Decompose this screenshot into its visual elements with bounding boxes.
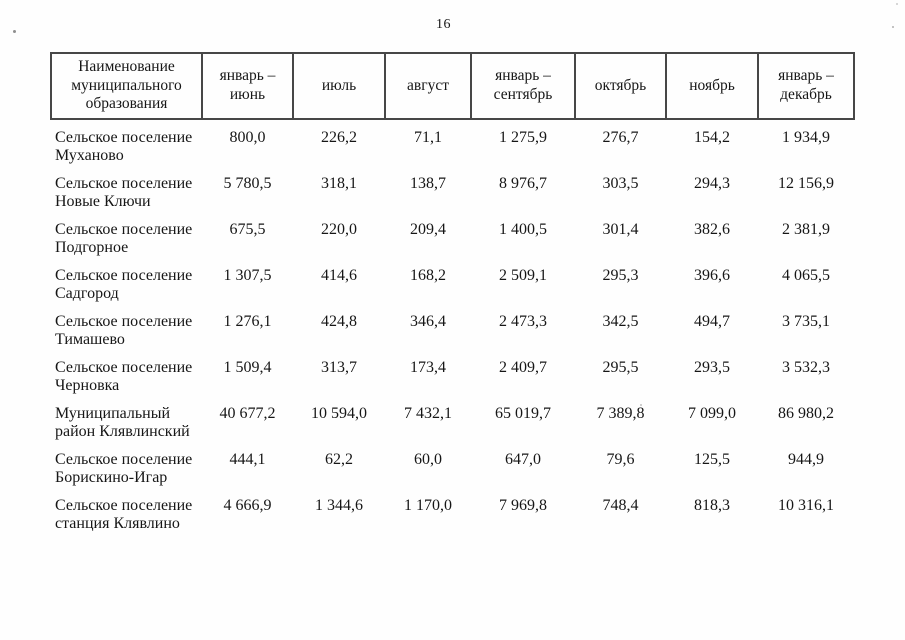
value-cell: 10 316,1 xyxy=(778,497,834,514)
value-cell: 226,2 xyxy=(321,129,357,146)
scan-artifact xyxy=(13,30,16,33)
value-cell: 800,0 xyxy=(229,129,266,146)
value-cell: 138,7 xyxy=(410,175,446,192)
value-cell: 5 780,5 xyxy=(223,175,272,192)
table-row: Сельское поселение Черновка 1 509,4 313,… xyxy=(51,350,854,396)
value-cell: 944,9 xyxy=(788,451,824,468)
column-header-jan-sep: январь – сентябрь xyxy=(470,52,576,120)
value-cell: 65 019,7 xyxy=(495,405,551,422)
value-cell: 313,7 xyxy=(321,359,357,376)
value-cell: 1 276,1 xyxy=(223,313,272,330)
value-cell: 303,5 xyxy=(602,175,639,192)
value-cell: 154,2 xyxy=(694,129,730,146)
value-cell: 7 969,8 xyxy=(499,497,547,514)
value-cell: 62,2 xyxy=(325,451,353,468)
page-number: 16 xyxy=(436,17,451,32)
table-row: Сельское поселение Садгород 1 307,5 414,… xyxy=(51,258,854,304)
column-header-jul: июль xyxy=(292,52,386,120)
table-header: Наименование муниципального образования … xyxy=(50,52,855,120)
value-cell: 1 170,0 xyxy=(404,497,452,514)
header-row: Наименование муниципального образования … xyxy=(50,52,855,120)
value-cell: 1 307,5 xyxy=(223,267,272,284)
municipality-name: Сельское поселение Подгорное xyxy=(55,221,193,256)
column-header-aug: август xyxy=(384,52,472,120)
table-row: Сельское поселение Подгорное 675,5 220,0… xyxy=(51,212,854,258)
value-cell: 382,6 xyxy=(694,221,730,238)
value-cell: 86 980,2 xyxy=(778,405,834,422)
value-cell: 295,5 xyxy=(602,359,639,376)
value-cell: 675,5 xyxy=(229,221,266,238)
value-cell: 1 400,5 xyxy=(499,221,547,238)
municipality-name: Сельское поселение Садгород xyxy=(55,267,193,302)
value-cell: 342,5 xyxy=(602,313,639,330)
value-cell: 318,1 xyxy=(321,175,357,192)
municipality-name: Сельское поселение Черновка xyxy=(55,359,193,394)
value-cell: 1 509,4 xyxy=(223,359,272,376)
value-cell: 3 532,3 xyxy=(782,359,830,376)
scan-artifact xyxy=(640,404,642,406)
value-cell: 79,6 xyxy=(606,451,635,468)
column-header-oct: октябрь xyxy=(574,52,667,120)
table-row: Сельское поселение Борискино-Игар 444,1 … xyxy=(51,442,854,488)
value-cell: 424,8 xyxy=(321,313,357,330)
value-cell: 295,3 xyxy=(602,267,639,284)
table-row: Муниципальный район Клявлинский 40 677,2… xyxy=(51,396,854,442)
value-cell: 1 344,6 xyxy=(315,497,363,514)
value-cell: 2 409,7 xyxy=(499,359,547,376)
value-cell: 3 735,1 xyxy=(782,313,830,330)
municipality-name: Сельское поселение Тимашево xyxy=(55,313,193,348)
municipality-name: Сельское поселение Борискино-Игар xyxy=(55,451,193,486)
table-row: Сельское поселение Тимашево 1 276,1 424,… xyxy=(51,304,854,350)
value-cell: 4 666,9 xyxy=(223,497,272,514)
scan-artifact xyxy=(892,26,894,28)
value-cell: 10 594,0 xyxy=(311,405,367,422)
value-cell: 209,4 xyxy=(410,221,446,238)
value-cell: 12 156,9 xyxy=(778,175,834,192)
municipal-report-table: Наименование муниципального образования … xyxy=(50,52,855,534)
value-cell: 494,7 xyxy=(694,313,730,330)
value-cell: 276,7 xyxy=(602,129,639,146)
municipality-name: Сельское поселение Новые Ключи xyxy=(55,175,193,210)
value-cell: 7 099,0 xyxy=(688,405,736,422)
value-cell: 220,0 xyxy=(321,221,357,238)
column-header-jan-jun: январь – июнь xyxy=(201,52,294,120)
table-row: Сельское поселение Муханово 800,0 226,2 … xyxy=(51,119,854,166)
value-cell: 414,6 xyxy=(321,267,357,284)
value-cell: 818,3 xyxy=(694,497,730,514)
value-cell: 301,4 xyxy=(602,221,639,238)
value-cell: 294,3 xyxy=(694,175,730,192)
scan-artifact xyxy=(896,3,898,5)
value-cell: 2 509,1 xyxy=(499,267,547,284)
table-row: Сельское поселение Новые Ключи 5 780,5 3… xyxy=(51,166,854,212)
value-cell: 1 934,9 xyxy=(782,129,830,146)
table-row: Сельское поселение станция Клявлино 4 66… xyxy=(51,488,854,534)
value-cell: 7 432,1 xyxy=(404,405,452,422)
municipality-name: Сельское поселение Муханово xyxy=(55,129,193,164)
value-cell: 168,2 xyxy=(410,267,446,284)
value-cell: 60,0 xyxy=(414,451,442,468)
value-cell: 346,4 xyxy=(410,313,446,330)
value-cell: 293,5 xyxy=(694,359,730,376)
value-cell: 4 065,5 xyxy=(782,267,830,284)
value-cell: 2 381,9 xyxy=(782,221,830,238)
value-cell: 396,6 xyxy=(694,267,730,284)
value-cell: 8 976,7 xyxy=(499,175,547,192)
value-cell: 2 473,3 xyxy=(499,313,547,330)
value-cell: 71,1 xyxy=(414,129,442,146)
column-header-municipality: Наименование муниципального образования xyxy=(50,52,203,120)
municipality-name: Муниципальный район Клявлинский xyxy=(55,405,190,440)
column-header-nov: ноябрь xyxy=(665,52,759,120)
value-cell: 748,4 xyxy=(602,497,639,514)
value-cell: 1 275,9 xyxy=(499,129,547,146)
column-header-jan-dec: январь – декабрь xyxy=(757,52,855,120)
value-cell: 40 677,2 xyxy=(219,405,276,422)
value-cell: 173,4 xyxy=(410,359,446,376)
value-cell: 444,1 xyxy=(229,451,266,468)
value-cell: 125,5 xyxy=(694,451,730,468)
value-cell: 7 389,8 xyxy=(596,405,645,422)
value-cell: 647,0 xyxy=(505,451,541,468)
table-body: Сельское поселение Муханово 800,0 226,2 … xyxy=(51,119,854,534)
municipality-name: Сельское поселение станция Клявлино xyxy=(55,497,193,532)
